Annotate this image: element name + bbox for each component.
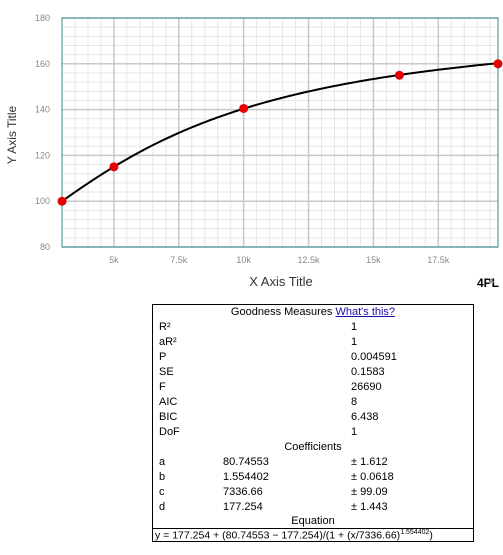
y-tick-label: 80	[40, 242, 50, 252]
coef-error: ± 1.612	[351, 456, 388, 468]
x-axis-title: X Axis Title	[249, 274, 313, 289]
coef-error: ± 0.0618	[351, 471, 394, 483]
goodness-key: P	[159, 351, 167, 363]
coef-value: 7336.66	[223, 486, 263, 498]
minor-grid	[61, 17, 498, 248]
goodness-key: R²	[159, 321, 171, 333]
coefficients-title: Coefficients	[284, 441, 342, 453]
coef-value: 80.74553	[223, 456, 269, 468]
goodness-value: 1	[351, 336, 358, 348]
equation-title: Equation	[291, 515, 335, 527]
goodness-key: BIC	[159, 411, 178, 423]
equation-close: )	[429, 529, 433, 542]
goodness-row: aR² 1	[159, 336, 469, 350]
y-tick-label: 100	[35, 196, 50, 206]
y-tick-label: 140	[35, 105, 50, 115]
x-tick-label: 15k	[366, 255, 381, 265]
data-point	[109, 162, 119, 172]
goodness-value: 8	[351, 396, 358, 408]
plot-frame	[61, 17, 499, 248]
x-tick-label: 7.5k	[170, 255, 188, 265]
major-grid	[62, 17, 498, 248]
coef-name: b	[159, 471, 166, 483]
data-point	[493, 59, 503, 69]
coefficient-row: a 80.74553 ± 1.612	[159, 456, 469, 470]
goodness-title: Goodness Measures	[230, 306, 333, 318]
y-tick-label: 160	[35, 59, 50, 69]
equation-main: y = 177.254 + (80.74553 − 177.254)/(1 + …	[155, 529, 401, 542]
goodness-row: SE 0.1583	[159, 366, 469, 380]
y-axis-title: Y Axis Title	[5, 105, 19, 164]
data-point	[239, 103, 249, 113]
goodness-key: DoF	[159, 426, 180, 438]
goodness-value: 6.438	[351, 411, 379, 423]
y-tick-label: 120	[35, 150, 50, 160]
goodness-value: 0.004591	[351, 351, 397, 363]
chart: 80 100 120 140 160 180 5k 7.5k 10k 12.5k 15k 17.5k…	[5, 13, 503, 289]
whats-this-link[interactable]: What's this?	[335, 306, 396, 318]
goodness-row: F 26690	[159, 381, 469, 395]
data-points	[57, 59, 503, 206]
model-label: 4PL	[477, 276, 500, 290]
goodness-key: F	[159, 381, 166, 393]
coef-name: d	[159, 501, 166, 513]
goodness-row: AIC 8	[159, 396, 469, 410]
x-tick-label: 17.5k	[427, 255, 450, 265]
x-tick-label: 5k	[109, 255, 119, 265]
y-tick-label: 180	[35, 13, 50, 23]
goodness-header: Goodness Measures What's this?	[153, 306, 473, 318]
goodness-key: SE	[159, 366, 174, 378]
x-tick-labels: 5k 7.5k 10k 12.5k 15k 17.5k	[109, 255, 450, 265]
goodness-key: aR²	[159, 336, 177, 348]
goodness-measures-panel: Goodness Measures What's this? R² 1 aR² 1 P 0…	[152, 304, 474, 542]
goodness-value: 1	[351, 426, 358, 438]
data-point	[394, 70, 404, 80]
coef-value: 1.554402	[223, 471, 269, 483]
goodness-value: 26690	[351, 381, 382, 393]
goodness-value: 0.1583	[351, 366, 385, 378]
x-tick-label: 12.5k	[298, 255, 321, 265]
equation-exponent: 1.554402	[400, 529, 430, 536]
goodness-row: P 0.004591	[159, 351, 469, 365]
coefficient-row: b 1.554402 ± 0.0618	[159, 471, 469, 485]
goodness-row: DoF 1	[159, 426, 469, 440]
up-triangle-icon[interactable]: ▲	[487, 275, 496, 285]
coef-value: 177.254	[223, 501, 263, 513]
coefficient-row: c 7336.66 ± 99.09	[159, 486, 469, 500]
coef-error: ± 1.443	[351, 501, 388, 513]
data-point	[57, 196, 67, 206]
coef-name: a	[159, 456, 166, 468]
y-tick-labels: 80 100 120 140 160 180	[35, 13, 50, 252]
fit-curve	[61, 62, 499, 203]
equation-text: y = 177.254 + (80.74553 − 177.254)/(1 + …	[153, 528, 473, 543]
x-tick-label: 10k	[236, 255, 251, 265]
coef-name: c	[159, 486, 165, 498]
coefficient-row: d 177.254 ± 1.443	[159, 501, 469, 515]
goodness-value: 1	[351, 321, 358, 333]
goodness-row: BIC 6.438	[159, 411, 469, 425]
goodness-key: AIC	[159, 396, 178, 408]
coef-error: ± 99.09	[351, 486, 388, 498]
goodness-row: R² 1	[159, 321, 469, 335]
